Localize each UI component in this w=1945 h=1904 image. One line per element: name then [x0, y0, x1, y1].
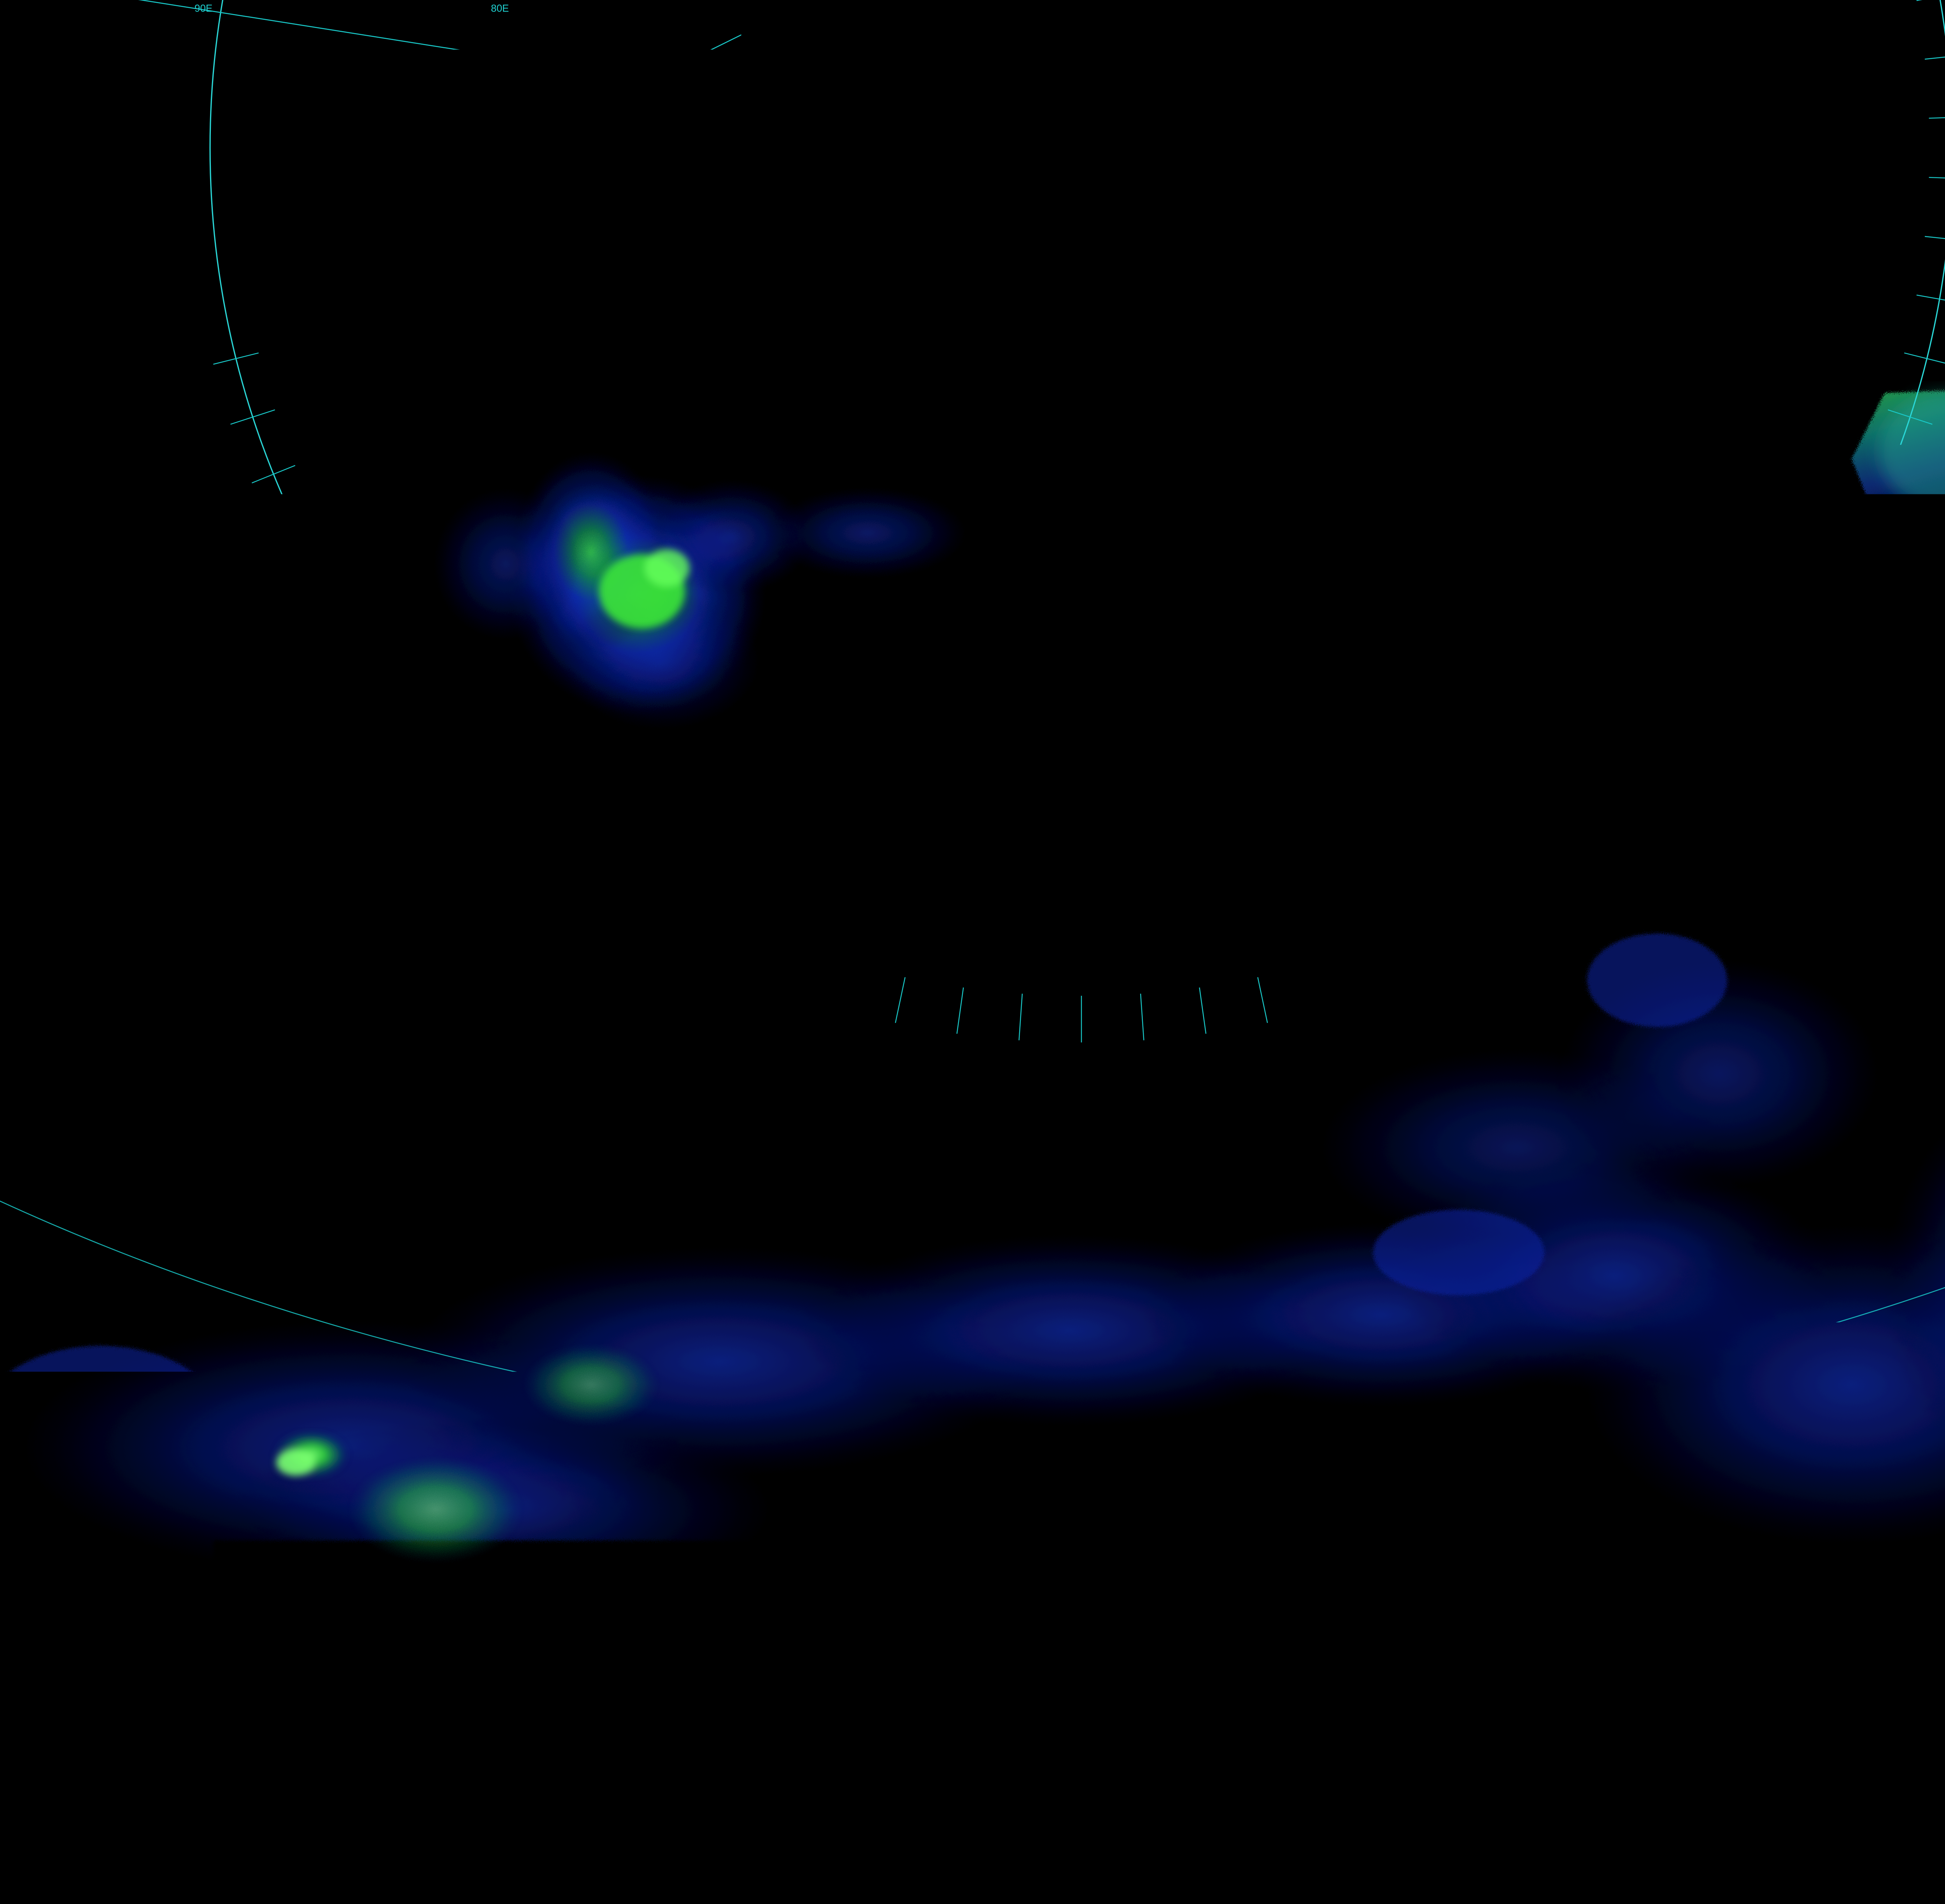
graticule-label: 180W	[311, 1888, 338, 1900]
graticule-label: 140W	[1352, 1888, 1379, 1900]
graticule-label: 90E	[194, 2, 212, 14]
so2-plume-bering	[274, 1431, 348, 1478]
satellite-map-viewport[interactable]: 90E 80E 180W 150W 140W 130W 120W 60N VII…	[0, 0, 1945, 1904]
graticule-label: 60N	[1, 1846, 19, 1858]
graticule-label: 80E	[491, 2, 509, 14]
graticule-label: 150W	[1101, 1888, 1127, 1900]
map-caption: VIIRS SO2 Index npp 2025/10/25 16:58 GMT…	[1617, 1885, 1945, 1902]
graticule-label: 130W	[1558, 1888, 1584, 1900]
map-canvas: 90E 80E 180W 150W 140W 130W 120W 60N	[0, 0, 1945, 1904]
